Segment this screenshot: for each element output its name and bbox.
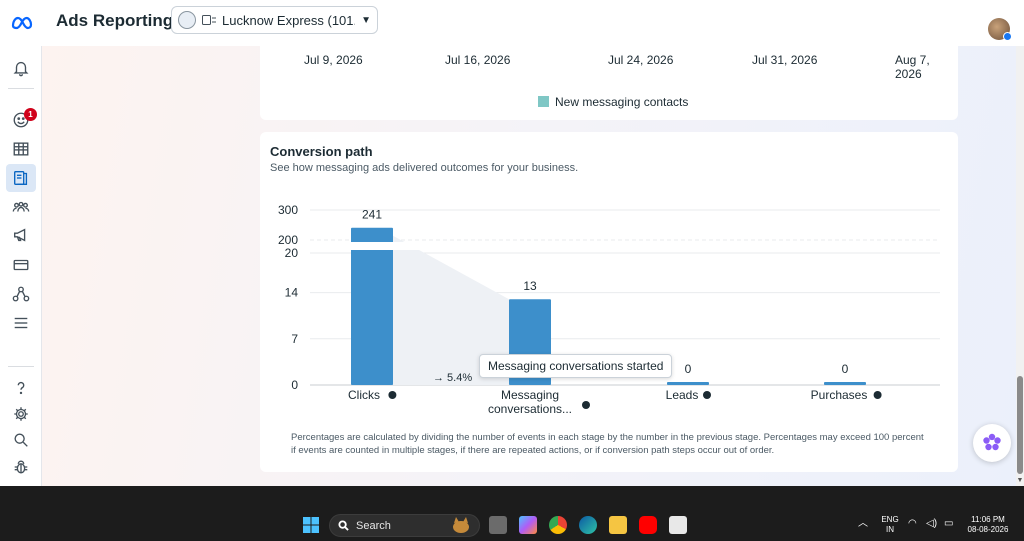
bug-icon[interactable] [11, 457, 31, 477]
left-sidebar: 1 [0, 46, 42, 486]
scrollbar-thumb[interactable] [1017, 376, 1023, 474]
account-avatar-icon [178, 11, 196, 29]
app-window: Ads Reporting Lucknow Express (101... ▼ … [0, 0, 1024, 509]
store-icon[interactable] [669, 516, 687, 534]
file-explorer-icon[interactable] [609, 516, 627, 534]
info-icon [582, 401, 590, 409]
card-icon[interactable] [11, 255, 31, 275]
taskbar-search[interactable]: Search [329, 514, 480, 537]
x-category-label: Leads [666, 388, 699, 402]
y-tick-label: 300 [278, 203, 298, 217]
search-placeholder: Search [356, 519, 391, 532]
card-title: Conversion path [270, 144, 373, 159]
step-percentage: → 5.4% [433, 372, 472, 384]
y-tick-label: 7 [291, 332, 298, 346]
chart-tooltip: Messaging conversations started [479, 354, 673, 378]
hamburger-icon[interactable] [11, 313, 31, 333]
youtube-icon[interactable] [639, 516, 657, 534]
ai-assistant-button[interactable] [973, 424, 1011, 462]
table-icon[interactable] [11, 139, 31, 159]
info-icon [388, 391, 397, 399]
clock-time: 11:06 PM [971, 515, 1005, 524]
info-icon [703, 391, 711, 399]
data-label: 13 [523, 279, 537, 293]
sidebar-divider [8, 88, 34, 89]
account-name: Lucknow Express (101... [222, 12, 356, 28]
facebook-badge-icon [1003, 32, 1012, 41]
notification-badge: 1 [24, 108, 37, 121]
volume-icon[interactable]: ◁) [926, 518, 938, 529]
language-bottom: IN [886, 525, 894, 534]
chevron-down-icon: ▼ [361, 14, 371, 26]
x-tick-label: Jul 31, 2026 [752, 53, 818, 67]
app-title: Ads Reporting [56, 11, 174, 30]
scroll-down-arrow-icon[interactable]: ▼ [1016, 477, 1024, 484]
task-view-icon[interactable] [489, 516, 507, 534]
question-icon[interactable] [11, 378, 31, 398]
search-highlight-icon [453, 517, 469, 533]
language-indicator[interactable]: ENG IN [879, 515, 901, 535]
clock[interactable]: 11:06 PM 08-08-2026 [966, 515, 1010, 535]
language-top: ENG [881, 515, 899, 524]
meta-logo-icon[interactable] [10, 10, 36, 36]
chrome-icon[interactable] [549, 516, 567, 534]
sidebar-divider [8, 366, 34, 367]
window-bottom-border [0, 486, 1024, 509]
scrollbar-track[interactable] [1016, 46, 1024, 486]
network-icon[interactable] [11, 284, 31, 304]
x-tick-label: Aug 7, 2026 [895, 53, 930, 81]
bar-clicks [351, 227, 393, 385]
flower-icon [983, 433, 1001, 451]
data-label: 0 [842, 362, 849, 376]
funnel-shading [393, 235, 509, 385]
data-label: 0 [685, 362, 692, 376]
gear-icon[interactable] [11, 404, 31, 424]
wifi-icon[interactable]: ◠ [908, 518, 917, 529]
bar-leads [667, 382, 709, 385]
footnote: Percentages are calculated by dividing t… [291, 432, 924, 456]
data-label: 241 [362, 208, 382, 222]
search-icon [338, 520, 349, 531]
legend-swatch [538, 96, 549, 107]
reports-icon[interactable] [6, 164, 36, 192]
ad-account-selector[interactable]: Lucknow Express (101... ▼ [171, 6, 378, 34]
y-tick-label: 200 [278, 233, 298, 247]
clock-date: 08-08-2026 [967, 525, 1009, 534]
windows-start-icon[interactable] [302, 516, 320, 534]
legend-label[interactable]: New messaging contacts [555, 95, 689, 109]
x-category-label: Purchases [811, 388, 868, 402]
bell-icon[interactable] [11, 58, 31, 78]
x-category-label: Messaging [501, 388, 559, 402]
top-bar: Ads Reporting Lucknow Express (101... ▼ [0, 0, 1024, 46]
card-subtitle: See how messaging ads delivered outcomes… [270, 162, 579, 174]
y-tick-label: 14 [285, 286, 299, 300]
x-tick-label: Jul 9, 2026 [304, 53, 363, 67]
search-icon[interactable] [11, 430, 31, 450]
bar-purchases [824, 382, 866, 385]
x-tick-label: Jul 16, 2026 [445, 53, 511, 67]
y-tick-label: 0 [291, 378, 298, 392]
copilot-icon[interactable] [519, 516, 537, 534]
ad-account-icon [202, 15, 216, 25]
x-category-label: conversations... [488, 402, 572, 416]
chevron-up-icon[interactable]: ︿ [858, 518, 868, 529]
x-category-label: Clicks [348, 388, 380, 402]
edge-icon[interactable] [579, 516, 597, 534]
y-tick-label: 20 [285, 246, 299, 260]
info-icon [873, 391, 882, 399]
battery-icon[interactable]: ▭ [944, 518, 954, 529]
axis-break [310, 242, 940, 250]
messaging-contacts-card: Jul 9, 2026 Jul 16, 2026 Jul 24, 2026 Ju… [260, 46, 958, 120]
x-tick-label: Jul 24, 2026 [608, 53, 674, 67]
taskbar [0, 509, 1024, 541]
megaphone-icon[interactable] [11, 225, 31, 245]
people-icon[interactable] [11, 197, 31, 217]
